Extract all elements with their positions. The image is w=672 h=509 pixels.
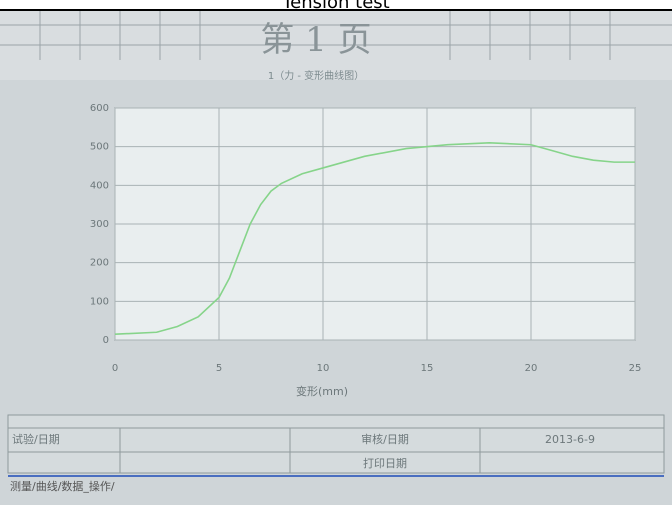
x-tick-label: 5 — [216, 363, 222, 374]
table-cell: 2013-6-9 — [545, 433, 595, 446]
table-grid — [8, 427, 664, 473]
x-axis-label: 变形(mm) — [296, 384, 348, 398]
footer: 测量/曲线/数据_操作/ — [10, 479, 115, 493]
data-line — [114, 141, 635, 335]
y-tick-label: 100 — [90, 296, 109, 307]
table-cell: 审核/日期 — [361, 432, 409, 446]
table-cell: 试验/日期 — [12, 432, 60, 446]
heading: Tension test — [281, 0, 390, 13]
y-tick-label: 0 — [103, 335, 109, 346]
y-tick-label: 300 — [90, 219, 109, 230]
x-tick-label: 10 — [317, 363, 330, 374]
page-label: 第 1 页 — [260, 20, 371, 60]
y-tick-label: 400 — [90, 180, 109, 191]
x-tick-label: 0 — [112, 363, 118, 374]
info-table — [7, 414, 665, 474]
x-tick-label: 25 — [629, 363, 642, 374]
y-tick-label: 600 — [90, 103, 109, 114]
y-tick-label: 500 — [90, 142, 109, 153]
table-cell: 打印日期 — [363, 456, 407, 470]
header-grid — [0, 10, 672, 60]
y-tick-label: 200 — [90, 258, 109, 269]
chart-title: 1（力 - 变形曲线图） — [268, 69, 364, 82]
x-tick-label: 20 — [525, 363, 538, 374]
x-tick-label: 15 — [421, 363, 434, 374]
